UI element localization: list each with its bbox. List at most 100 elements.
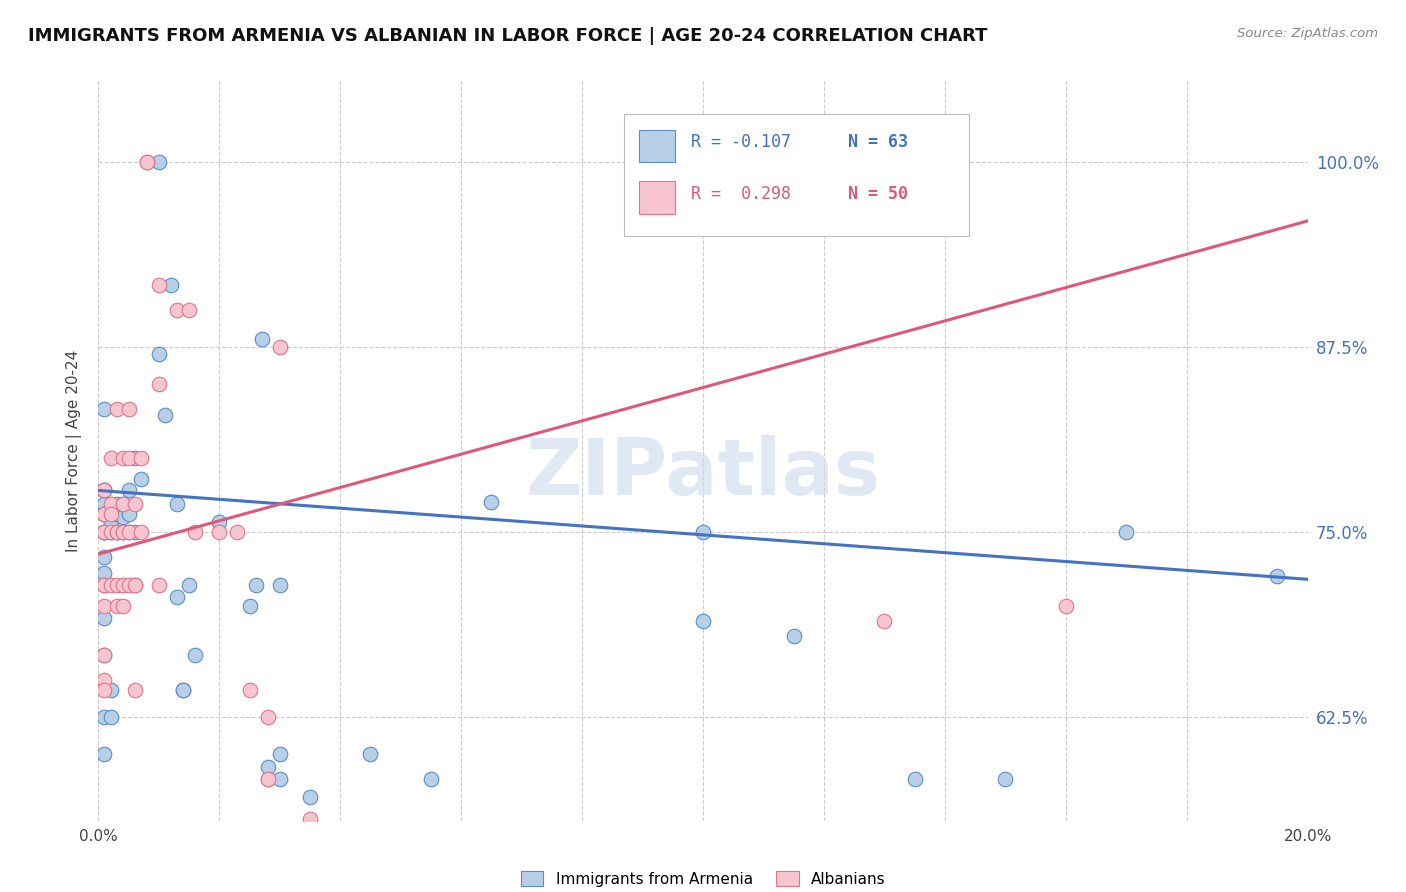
Point: [783, 629, 806, 643]
Point: [184, 524, 207, 539]
Point: [166, 302, 188, 317]
Y-axis label: In Labor Force | Age 20-24: In Labor Force | Age 20-24: [66, 350, 83, 551]
Point: [118, 507, 141, 521]
Point: [93, 550, 115, 565]
Point: [208, 515, 231, 529]
Text: ZIPatlas: ZIPatlas: [526, 434, 880, 511]
Point: [160, 277, 183, 292]
Text: R =  0.298: R = 0.298: [690, 185, 792, 202]
Point: [239, 599, 262, 613]
Point: [692, 614, 714, 628]
Point: [93, 747, 115, 761]
Point: [299, 812, 322, 826]
Point: [118, 524, 141, 539]
Point: [93, 673, 115, 687]
Point: [100, 524, 122, 539]
Point: [256, 710, 278, 724]
Point: [93, 578, 115, 592]
Point: [135, 154, 157, 169]
Point: [111, 510, 134, 524]
Point: [111, 578, 134, 592]
Point: [105, 507, 128, 521]
Point: [135, 154, 157, 169]
Text: N = 50: N = 50: [848, 185, 908, 202]
Point: [269, 340, 291, 354]
Point: [360, 747, 382, 761]
Point: [111, 599, 134, 613]
Point: [129, 524, 152, 539]
Point: [129, 472, 152, 486]
Point: [100, 710, 122, 724]
Point: [105, 578, 128, 592]
Point: [184, 648, 207, 662]
Point: [124, 578, 146, 592]
Point: [1054, 599, 1077, 613]
Point: [100, 683, 122, 698]
Point: [172, 683, 194, 698]
Point: [93, 524, 115, 539]
Point: [93, 402, 115, 417]
Point: [93, 483, 115, 498]
Point: [256, 760, 278, 774]
Point: [93, 611, 115, 625]
Point: [299, 789, 322, 804]
Point: [250, 333, 273, 347]
Point: [124, 683, 146, 698]
Point: [93, 710, 115, 724]
Point: [118, 402, 141, 417]
Point: [1267, 569, 1289, 583]
Text: R = -0.107: R = -0.107: [690, 133, 792, 151]
Point: [148, 578, 170, 592]
Point: [111, 497, 134, 511]
Point: [93, 578, 115, 592]
Point: [124, 497, 146, 511]
Point: [93, 507, 115, 521]
Point: [179, 578, 201, 592]
Point: [153, 408, 176, 422]
Point: [904, 772, 927, 787]
Legend: Immigrants from Armenia, Albanians: Immigrants from Armenia, Albanians: [513, 863, 893, 892]
Bar: [638, 129, 675, 162]
FancyBboxPatch shape: [624, 113, 969, 235]
Text: IMMIGRANTS FROM ARMENIA VS ALBANIAN IN LABOR FORCE | AGE 20-24 CORRELATION CHART: IMMIGRANTS FROM ARMENIA VS ALBANIAN IN L…: [28, 27, 987, 45]
Point: [481, 495, 503, 509]
Point: [994, 772, 1017, 787]
Point: [256, 772, 278, 787]
Point: [166, 590, 188, 604]
Point: [93, 566, 115, 581]
Point: [269, 772, 291, 787]
Point: [269, 747, 291, 761]
Point: [93, 599, 115, 613]
Point: [124, 450, 146, 465]
Point: [93, 483, 115, 498]
Point: [166, 497, 188, 511]
Point: [118, 450, 141, 465]
Point: [124, 578, 146, 592]
Point: [111, 497, 134, 511]
Point: [105, 599, 128, 613]
Point: [129, 450, 152, 465]
Point: [226, 524, 249, 539]
Point: [100, 524, 122, 539]
Point: [148, 347, 170, 361]
Point: [148, 277, 170, 292]
Point: [118, 524, 141, 539]
Point: [118, 483, 141, 498]
Text: Source: ZipAtlas.com: Source: ZipAtlas.com: [1237, 27, 1378, 40]
Point: [93, 483, 115, 498]
Point: [118, 578, 141, 592]
Point: [100, 450, 122, 465]
Point: [93, 683, 115, 698]
Point: [692, 524, 714, 539]
Point: [100, 497, 122, 511]
Point: [93, 497, 115, 511]
Text: N = 63: N = 63: [848, 133, 908, 151]
Point: [100, 507, 122, 521]
Point: [93, 507, 115, 521]
Point: [93, 524, 115, 539]
Point: [93, 524, 115, 539]
Point: [93, 648, 115, 662]
Point: [100, 578, 122, 592]
Point: [105, 524, 128, 539]
Point: [148, 154, 170, 169]
